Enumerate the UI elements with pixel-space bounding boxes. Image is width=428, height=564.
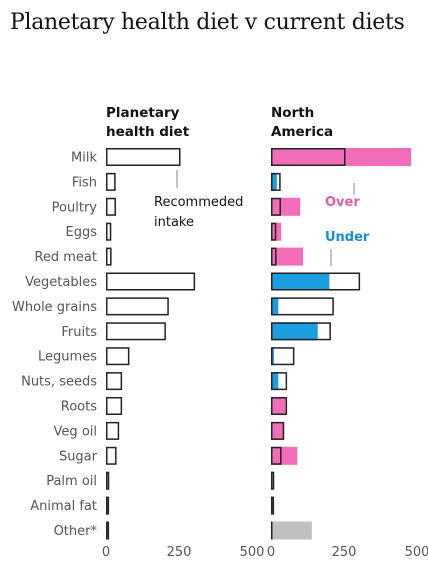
current-bar-sugar (271, 446, 298, 465)
category-label-vegetables: Vegetables (25, 275, 97, 290)
recommended-bar-right-fish (271, 172, 281, 191)
category-label-poultry: Poultry (52, 200, 98, 215)
current-bar-milk (271, 148, 412, 166)
chart-title: Planetary health diet v current diets (10, 10, 405, 35)
recommended-bar-right-eggs (271, 222, 277, 241)
recommended-bar-left-roots (106, 397, 123, 415)
category-label-other: Other* (54, 524, 98, 539)
recommended-bar-right-fruits (271, 322, 331, 341)
x-tick-left-250: 250 (167, 545, 192, 560)
panel-planetary-health-diet: Planetary health diet (106, 105, 196, 540)
x-tick-right-250: 250 (332, 545, 357, 560)
recommended-bar-left-eggs (106, 222, 112, 241)
category-label-eggs: Eggs (66, 225, 98, 240)
recommended-bar-left-fruits (106, 322, 166, 341)
recommended-bar-left-whole-grains (106, 297, 169, 316)
recommended-bar-right-animal-fat (271, 496, 275, 515)
x-tick-right-0: 0 (267, 545, 275, 560)
category-labels: Milk Fish Poultry Eggs Red meat Vegetables Who… (12, 151, 98, 540)
x-axis-ticks: 0 250 500 0 250 500 (102, 545, 428, 560)
category-label-veg-oil: Veg oil (54, 424, 97, 439)
recommended-label-line2: intake (154, 215, 194, 230)
recommended-bar-left-milk (106, 148, 181, 166)
recommended-bar-left-vegetables (106, 272, 196, 291)
recommended-bar-left-poultry (106, 197, 116, 216)
panel-north-america: North America (271, 105, 412, 540)
current-bar-roots (271, 397, 286, 415)
category-label-sugar: Sugar (59, 449, 98, 464)
category-label-red-meat: Red meat (34, 250, 97, 265)
current-bar-fruits (271, 322, 318, 341)
annotations: Recommeded intake Over Under (154, 170, 370, 266)
category-label-legumes: Legumes (38, 350, 97, 365)
recommended-bar-left-other (106, 521, 110, 540)
recommended-bar-left-sugar (106, 446, 117, 465)
category-label-animal-fat: Animal fat (30, 499, 97, 514)
panel-title-line1: North (271, 105, 314, 121)
current-bar-red-meat (271, 247, 304, 266)
recommended-label-line1: Recommeded (154, 195, 243, 210)
x-tick-left-500: 500 (240, 545, 265, 560)
panel-title-line2: health diet (106, 124, 190, 140)
recommended-bar-left-animal-fat (106, 496, 110, 515)
x-tick-right-500: 500 (405, 545, 428, 560)
category-label-milk: Milk (71, 151, 97, 166)
recommended-bar-right-red-meat (271, 247, 277, 266)
current-bar-other (271, 521, 312, 540)
current-bar-nuts-seeds (271, 372, 279, 391)
category-label-palm-oil: Palm oil (46, 474, 97, 489)
under-label: Under (325, 230, 370, 245)
x-tick-left-0: 0 (102, 545, 110, 560)
recommended-bar-left-veg-oil (106, 421, 120, 440)
recommended-bar-right-legumes (271, 347, 295, 366)
panel-title-line1: Planetary (106, 105, 180, 121)
recommended-bar-left-fish (106, 172, 116, 191)
recommended-bar-right-nuts-seeds (271, 372, 288, 391)
recommended-bar-right-vegetables (271, 272, 361, 291)
category-label-fish: Fish (72, 175, 97, 190)
over-label: Over (325, 195, 360, 210)
recommended-bar-left-palm-oil (106, 471, 110, 490)
recommended-bar-left-nuts-seeds (106, 372, 123, 391)
recommended-bar-right-sugar (271, 446, 282, 465)
recommended-bar-left-legumes (106, 347, 130, 366)
category-label-fruits: Fruits (61, 325, 97, 340)
recommended-bar-right-milk (271, 148, 346, 166)
current-bar-fish (271, 172, 277, 191)
current-bar-poultry (271, 197, 301, 216)
recommended-bar-right-palm-oil (271, 471, 275, 490)
category-label-whole-grains: Whole grains (12, 300, 97, 315)
recommended-bar-left-red-meat (106, 247, 112, 266)
recommended-bar-right-poultry (271, 197, 281, 216)
panel-title-line2: America (271, 124, 333, 140)
current-bar-whole-grains (271, 297, 279, 316)
current-bar-veg-oil (271, 421, 285, 440)
category-label-nuts-seeds: Nuts, seeds (21, 375, 97, 390)
current-bar-vegetables (271, 272, 330, 291)
recommended-bar-right-veg-oil (271, 421, 285, 440)
recommended-bar-right-roots (271, 397, 288, 415)
category-label-roots: Roots (61, 400, 97, 415)
recommended-bar-right-whole-grains (271, 297, 334, 316)
